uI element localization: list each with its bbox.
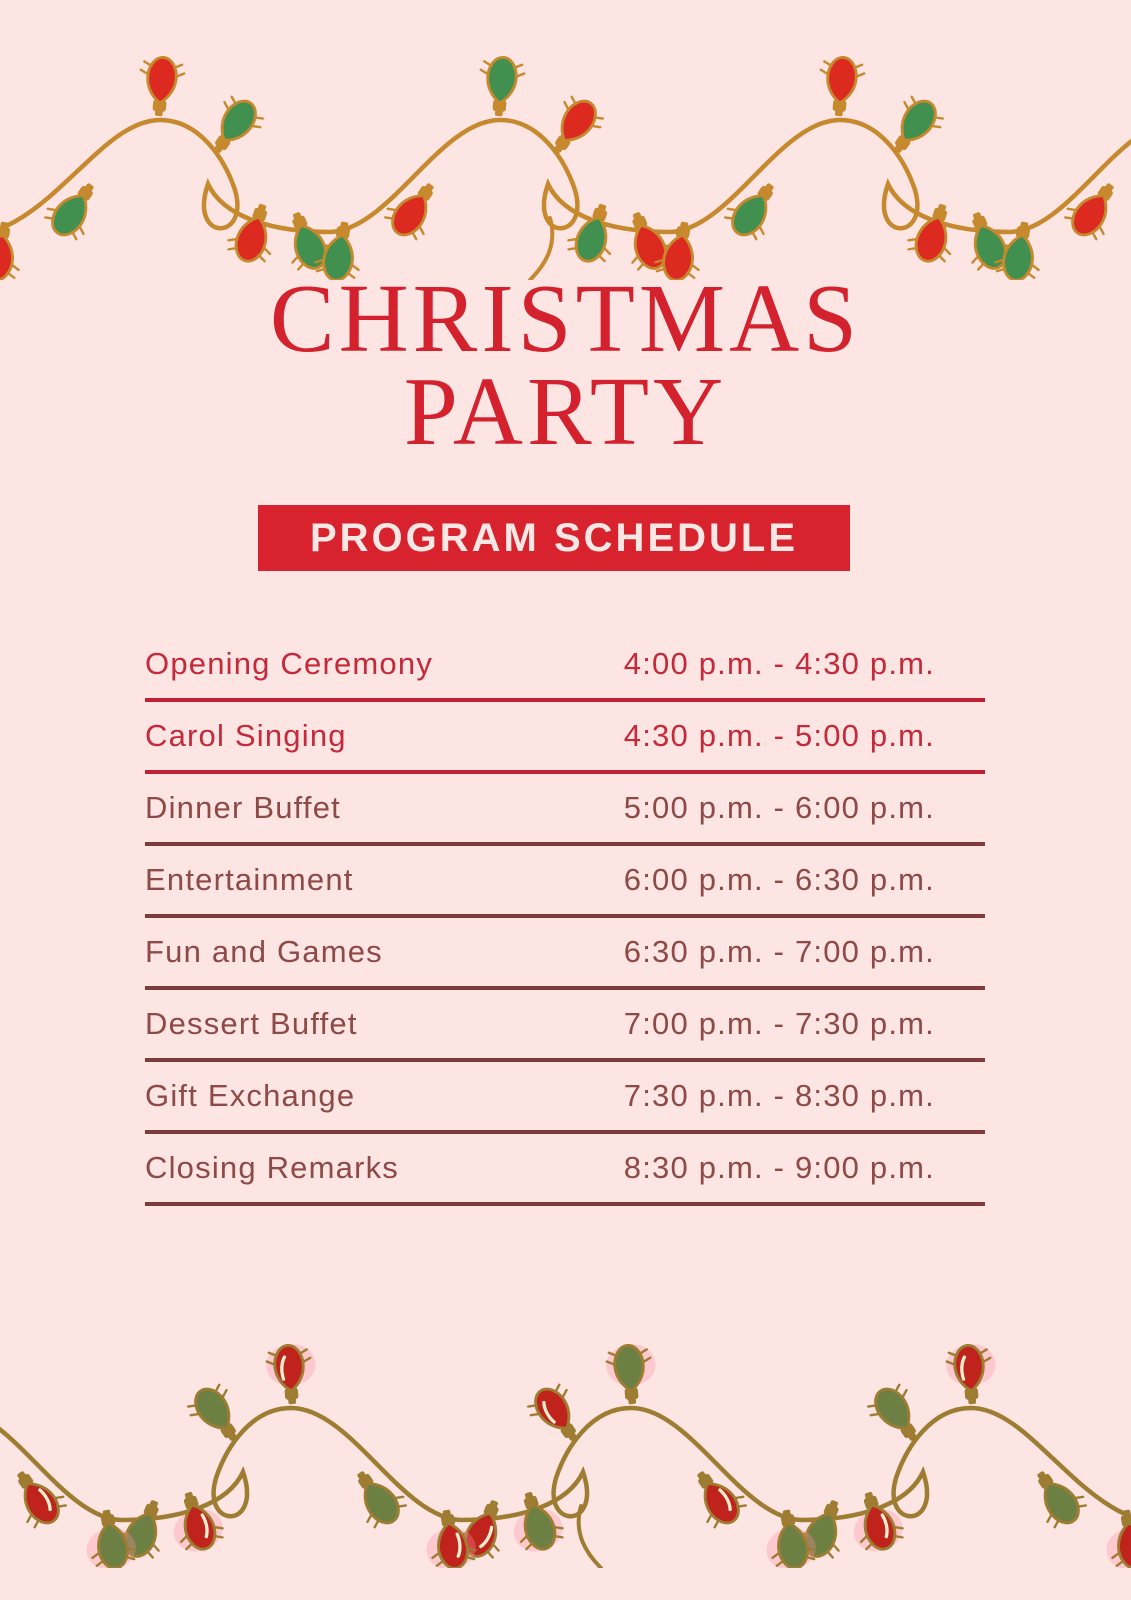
schedule-time: 6:30 p.m. - 7:00 p.m.	[623, 934, 935, 969]
schedule-row: Dinner Buffet 5:00 p.m. - 6:00 p.m.	[145, 774, 985, 846]
schedule-row: Fun and Games 6:30 p.m. - 7:00 p.m.	[145, 918, 985, 990]
schedule-activity: Carol Singing	[145, 718, 347, 753]
schedule-time: 4:30 p.m. - 5:00 p.m.	[623, 718, 935, 753]
string-lights-top-icon	[0, 55, 1131, 280]
schedule-time: 7:30 p.m. - 8:30 p.m.	[623, 1078, 935, 1113]
schedule-activity: Opening Ceremony	[145, 646, 434, 681]
schedule-time: 6:00 p.m. - 6:30 p.m.	[623, 862, 935, 897]
schedule-list: Opening Ceremony 4:00 p.m. - 4:30 p.m. Car…	[145, 630, 985, 1206]
schedule-row: Entertainment 6:00 p.m. - 6:30 p.m.	[145, 846, 985, 918]
schedule-row: Dessert Buffet 7:00 p.m. - 7:30 p.m.	[145, 990, 985, 1062]
string-lights-bottom-icon	[0, 1343, 1131, 1568]
schedule-row: Opening Ceremony 4:00 p.m. - 4:30 p.m.	[145, 630, 985, 702]
schedule-row: Closing Remarks 8:30 p.m. - 9:00 p.m.	[145, 1134, 985, 1206]
schedule-row: Gift Exchange 7:30 p.m. - 8:30 p.m.	[145, 1062, 985, 1134]
schedule-activity: Dinner Buffet	[145, 790, 341, 825]
schedule-time: 8:30 p.m. - 9:00 p.m.	[623, 1150, 935, 1185]
program-schedule-banner: PROGRAM SCHEDULE	[258, 505, 850, 571]
schedule-time: 7:00 p.m. - 7:30 p.m.	[623, 1006, 935, 1041]
schedule-activity: Dessert Buffet	[145, 1006, 358, 1041]
schedule-activity: Entertainment	[145, 862, 354, 897]
schedule-activity: Gift Exchange	[145, 1078, 356, 1113]
schedule-time: 5:00 p.m. - 6:00 p.m.	[623, 790, 935, 825]
title-line-1: CHRISTMAS	[269, 265, 862, 372]
page-title: CHRISTMAS PARTY	[0, 265, 1131, 465]
schedule-activity: Closing Remarks	[145, 1150, 400, 1185]
schedule-time: 4:00 p.m. - 4:30 p.m.	[623, 646, 935, 681]
banner-label: PROGRAM SCHEDULE	[309, 515, 799, 560]
schedule-activity: Fun and Games	[145, 934, 383, 969]
schedule-row: Carol Singing 4:30 p.m. - 5:00 p.m.	[145, 702, 985, 774]
title-line-2: PARTY	[403, 358, 728, 465]
